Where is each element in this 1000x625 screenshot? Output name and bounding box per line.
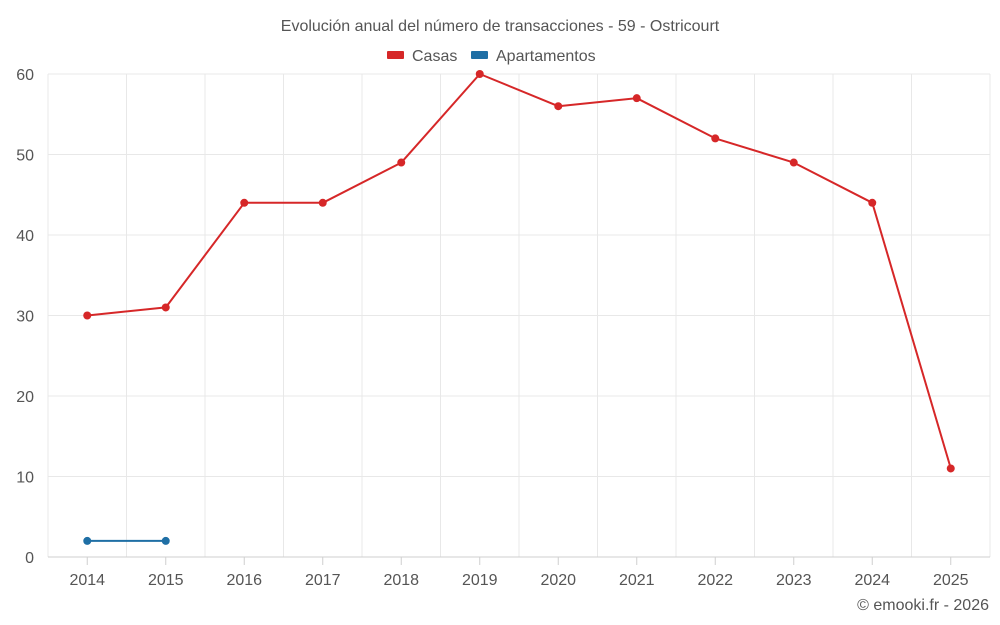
data-point-casas[interactable]: [946, 464, 955, 473]
y-tick-label: 20: [16, 389, 34, 406]
x-tick-label: 2020: [540, 572, 576, 589]
legend-swatch-casas: [387, 51, 404, 59]
x-tick-label: 2024: [854, 572, 890, 589]
legend-label-casas[interactable]: Casas: [412, 48, 457, 65]
data-point-casas[interactable]: [83, 311, 92, 320]
data-point-casas[interactable]: [868, 198, 877, 207]
legend-label-apartamentos[interactable]: Apartamentos: [496, 48, 596, 65]
data-point-casas[interactable]: [711, 134, 720, 143]
x-tick-label: 2017: [305, 572, 341, 589]
y-tick-label: 30: [16, 309, 34, 326]
x-tick-label: 2014: [69, 572, 105, 589]
y-tick-label: 10: [16, 470, 34, 487]
y-axis-ticks: 0 10 20 30 40 50 60: [16, 67, 34, 567]
data-point-casas[interactable]: [318, 198, 327, 207]
x-tick-label: 2018: [383, 572, 419, 589]
data-point-apartamentos[interactable]: [83, 536, 92, 545]
x-tick-label: 2025: [933, 572, 969, 589]
series-line-casas: [87, 73, 952, 469]
data-point-casas[interactable]: [554, 102, 563, 111]
chart-title: Evolución anual del número de transaccio…: [281, 18, 720, 35]
x-tick-label: 2023: [776, 572, 812, 589]
data-points: [83, 70, 955, 545]
x-axis-ticks: 2014 2015 2016 2017 2018 2019 2020 2021 2022 2023…: [69, 557, 969, 589]
data-point-casas[interactable]: [240, 198, 249, 207]
credit-text: © emooki.fr - 2026: [857, 597, 989, 614]
x-tick-label: 2019: [462, 572, 498, 589]
legend: Casas Apartamentos: [387, 48, 596, 65]
data-point-casas[interactable]: [789, 158, 798, 167]
data-point-apartamentos[interactable]: [161, 536, 170, 545]
series-lines: [87, 73, 952, 542]
y-tick-label: 40: [16, 228, 34, 245]
data-point-casas[interactable]: [632, 94, 641, 103]
data-point-casas[interactable]: [397, 158, 406, 167]
legend-swatch-apartamentos: [471, 51, 488, 59]
y-tick-label: 60: [16, 67, 34, 84]
y-tick-label: 50: [16, 148, 34, 165]
data-point-casas[interactable]: [161, 303, 170, 312]
x-tick-label: 2016: [226, 572, 262, 589]
y-tick-label: 0: [25, 550, 34, 567]
data-point-casas[interactable]: [475, 70, 484, 78]
x-tick-label: 2015: [148, 572, 184, 589]
x-tick-label: 2022: [697, 572, 733, 589]
grid: [47, 73, 991, 558]
x-tick-label: 2021: [619, 572, 655, 589]
